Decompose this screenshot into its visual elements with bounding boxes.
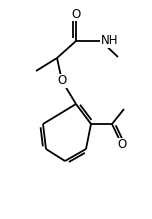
Text: O: O xyxy=(71,7,81,21)
Text: NH: NH xyxy=(101,35,119,48)
Text: O: O xyxy=(57,74,67,88)
Text: O: O xyxy=(117,138,127,152)
